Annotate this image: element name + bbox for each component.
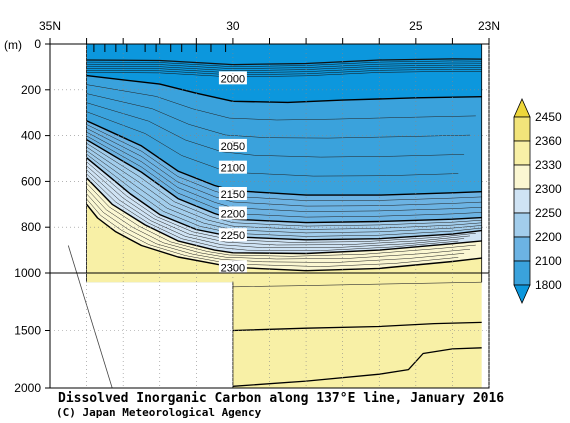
colorbar-segment [513, 140, 531, 166]
colorbar-segment [513, 164, 531, 190]
surface-contour-line [86, 66, 482, 74]
colorbar-segment [513, 116, 531, 142]
x-tick-label: 25 [409, 19, 423, 33]
contour-lines [67, 44, 483, 388]
colorbar-top-cap [513, 98, 531, 118]
contour-label: 2150 [221, 189, 245, 201]
minor-contour-line [86, 169, 465, 248]
y-tick-label: 2000 [14, 381, 41, 395]
colorbar-level-label: 2360 [535, 134, 562, 148]
colorbar-level-label: 2300 [535, 182, 562, 196]
minor-contour-line [86, 165, 471, 246]
y-tick-label: 800 [21, 220, 41, 234]
contour-label: 2250 [221, 230, 245, 242]
bottom-topography-line [67, 245, 113, 388]
contour-label: 2050 [221, 141, 245, 153]
colorbar-level-label: 2250 [535, 206, 562, 220]
major-contour-line [86, 177, 482, 255]
y-tick-label: 1000 [14, 266, 41, 280]
x-tick-label: 23N [478, 19, 500, 33]
colorbar-level-label: 2100 [535, 254, 562, 268]
x-tick-label: 30 [226, 19, 240, 33]
contour-label-bg [218, 206, 247, 220]
y-tick-label: 400 [21, 129, 41, 143]
minor-contour-line [86, 93, 471, 139]
credit-text: (C) Japan Meteorological Agency [56, 406, 262, 419]
axes: 35N 30 25 23N 0 200 400 600 800 1000 1500 2000 [14, 19, 500, 395]
y-axis-unit: (m) [4, 38, 22, 52]
chart-title: Dissolved Inorganic Carbon along 137°E l… [58, 391, 504, 406]
contour-label-bg [218, 160, 247, 174]
deep-section-fill [232, 281, 482, 388]
y-tick-label: 200 [21, 83, 41, 97]
x-tick-label: 35N [39, 19, 61, 33]
colorbar-level-label: 2450 [535, 110, 562, 124]
minor-contour-line [86, 173, 459, 251]
section-fill-layer [86, 44, 482, 388]
y-tick-label: 0 [34, 37, 41, 51]
colorbar-segment [513, 236, 531, 262]
colorbar-segment [513, 188, 531, 214]
contour-label-bg [218, 260, 247, 274]
contour-label: 2300 [221, 262, 245, 274]
minor-contour-line [86, 84, 476, 121]
y-tick-label: 1500 [14, 324, 41, 338]
y-tick-label: 600 [21, 174, 41, 188]
minor-contour-line [86, 188, 471, 260]
surface-contour-line [86, 71, 482, 78]
major-contour-line [86, 74, 482, 104]
minor-contour-line [86, 143, 482, 227]
minor-contour-line [86, 102, 465, 158]
contour-label: 2200 [221, 208, 245, 220]
band-6 [86, 204, 482, 283]
contour-label: 2000 [221, 73, 245, 85]
colorbar-segment [513, 212, 531, 238]
colorbar-level-label: 1800 [535, 278, 562, 292]
contour-label: 2100 [221, 163, 245, 175]
colorbar-segment [513, 260, 531, 286]
minor-contour-line [86, 198, 459, 267]
colorbar-level-label: 2330 [535, 158, 562, 172]
deep-contour-line [232, 321, 482, 332]
minor-contour-line [86, 183, 476, 257]
deep-contour-line [232, 281, 482, 288]
major-contour-line [86, 203, 482, 272]
surface-contour-line [86, 58, 482, 66]
contour-label-bg [218, 228, 247, 242]
colorbar-bottom-cap [513, 284, 531, 304]
colorbar: 2450 2360 2330 2300 2250 2200 2100 1800 [513, 98, 562, 304]
minor-contour-line [86, 146, 482, 230]
colorbar-level-label: 2200 [535, 230, 562, 244]
surface-contour-line [86, 62, 482, 69]
minor-contour-line [86, 193, 465, 263]
